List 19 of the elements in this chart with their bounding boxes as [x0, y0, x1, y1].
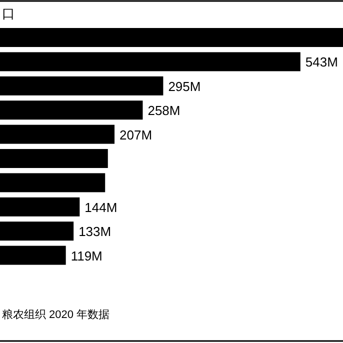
bar [0, 149, 108, 168]
bar [0, 28, 343, 47]
data-label: 207M [120, 127, 152, 142]
data-label: 543M [305, 54, 338, 70]
bar [0, 173, 106, 192]
bar [0, 100, 143, 120]
bar [0, 222, 74, 241]
bar [0, 246, 66, 265]
bar [0, 197, 80, 216]
bar [0, 76, 164, 96]
chart-title: 口 [2, 6, 15, 21]
data-label: 144M [84, 200, 118, 215]
data-label: 119M [70, 248, 102, 264]
data-label: 295M [168, 78, 201, 94]
data-label: 133M [78, 224, 112, 240]
bar [0, 52, 300, 72]
data-label: 258M [148, 103, 180, 118]
text: 粮农组织 2020 年数据 [2, 308, 110, 321]
bar [0, 124, 115, 144]
